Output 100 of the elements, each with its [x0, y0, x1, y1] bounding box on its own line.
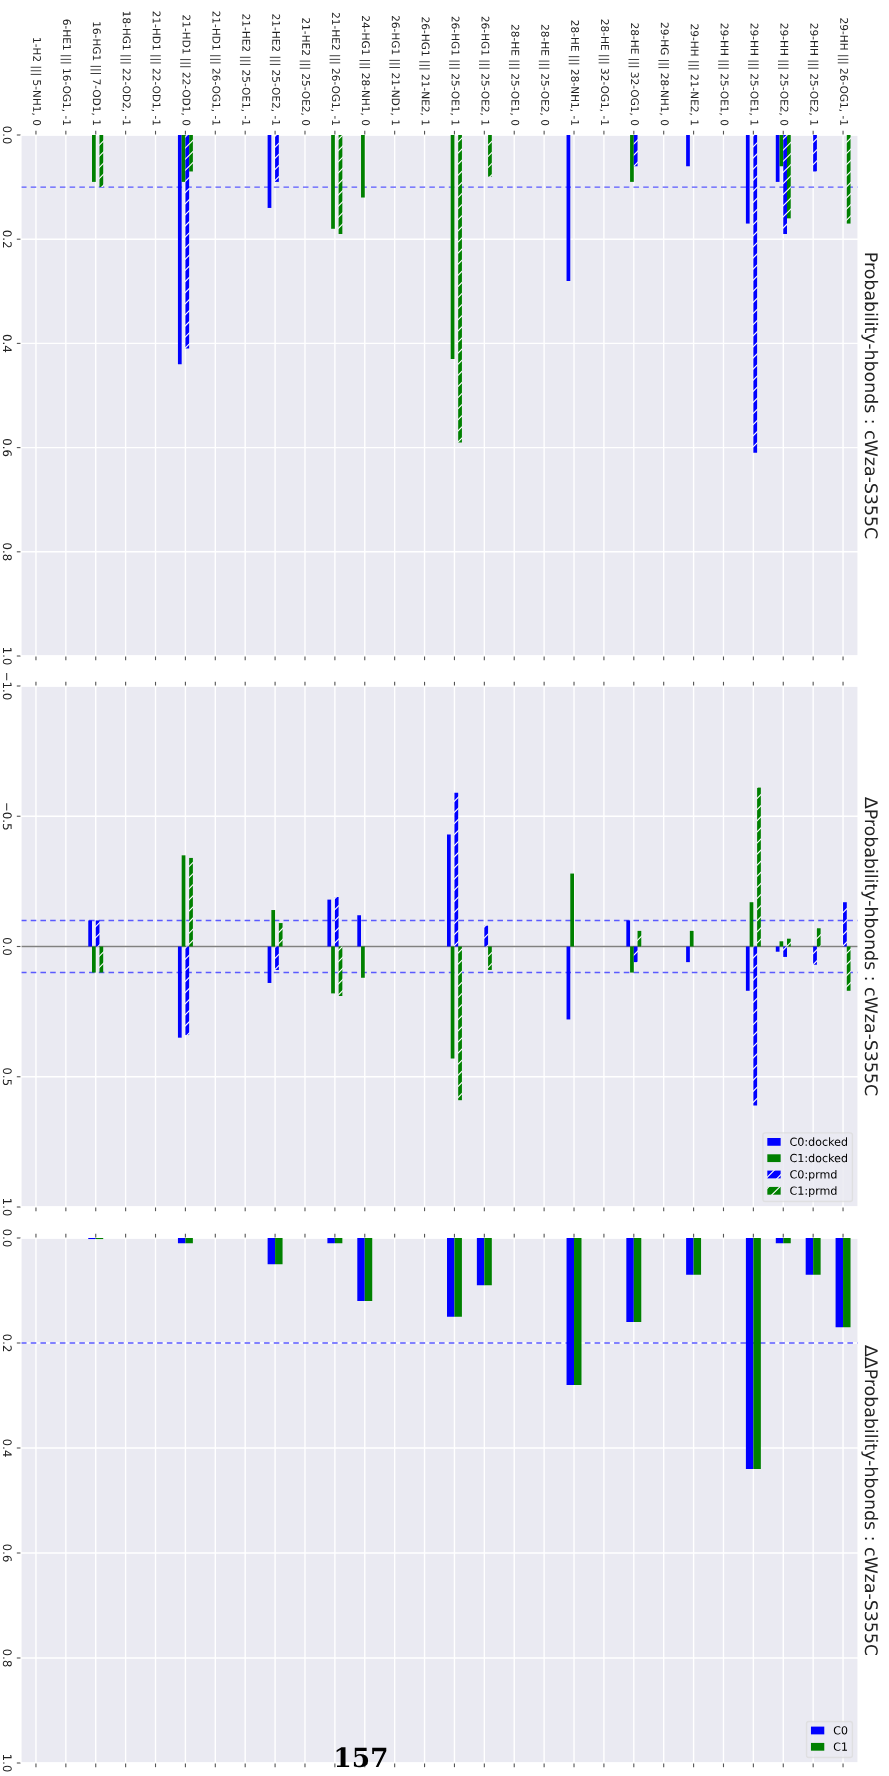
bar: [92, 946, 96, 973]
bar: [574, 1238, 582, 1385]
x-tick-label: 26-HG1 ||| 21-ND1, 1: [389, 15, 400, 125]
bar: [686, 135, 690, 167]
bar: [846, 946, 851, 991]
bar: [185, 135, 190, 349]
bar: [689, 930, 694, 947]
bar: [458, 946, 462, 1101]
x-tick-label: 6-HE1 ||| 16-OG1, -1: [60, 19, 72, 125]
bar: [454, 1238, 462, 1317]
x-tick-label: 1-H2 ||| 5-NH1, 0: [30, 38, 42, 126]
bar: [99, 135, 104, 188]
bar: [686, 946, 690, 963]
annotation: 157: [336, 1747, 387, 1768]
y-tick-label: 1.0: [2, 1198, 12, 1216]
bar: [446, 1238, 455, 1317]
y-tick-label: 0.0: [2, 126, 12, 144]
y-tick-label: 0.0: [2, 1229, 12, 1247]
legend-label: C1: [833, 1742, 847, 1751]
x-tick-label: 21-HE2 ||| 26-OG1, -1: [329, 12, 341, 125]
bar: [357, 1238, 365, 1301]
bar: [189, 135, 193, 172]
bar: [745, 1238, 754, 1469]
bar: [775, 946, 780, 952]
legend-label: C0:prmd: [790, 1169, 837, 1181]
text: ΔΔProbability-hbonds : cWza-S355C: [861, 1345, 879, 1656]
bar: [271, 910, 276, 947]
bar: [775, 1238, 784, 1244]
bar: [693, 1238, 702, 1275]
x-tick-label: 21-HD1 ||| 26-OG1, -1: [210, 11, 221, 125]
bar: [275, 1238, 283, 1265]
bar: [775, 135, 780, 182]
x-tick-label: 24-HG1 ||| 28-NH1, 0: [359, 16, 371, 126]
y-tick-label: 1.0: [2, 647, 12, 665]
y-tick-label: 1.0: [2, 1754, 12, 1772]
bar: [633, 135, 638, 167]
bar: [484, 925, 489, 947]
y-tick-label: −0.5: [2, 803, 12, 830]
bar: [361, 135, 365, 198]
y-tick-label: 0.4: [2, 334, 12, 353]
legend-label: C0:docked: [790, 1137, 847, 1146]
bar: [278, 923, 283, 947]
bar: [92, 135, 96, 182]
bar: [327, 899, 332, 947]
bar: [446, 834, 451, 947]
bar: [686, 1238, 694, 1275]
x-tick-label: 29-HH ||| 25-OE1, 1: [748, 23, 759, 125]
bar: [334, 897, 339, 947]
bar: [275, 135, 279, 182]
bar: [454, 792, 459, 947]
bar: [99, 946, 104, 973]
bar: [753, 135, 758, 453]
bar: [630, 135, 634, 182]
x-tick-label: 18-HG1 ||| 22-OD2, -1: [120, 11, 131, 125]
legend-label: C1:prmd: [790, 1186, 837, 1197]
x-tick-label: 21-HE2 ||| 25-OE2, -1: [269, 14, 281, 125]
bar: [787, 938, 791, 947]
legend-label: C1:docked: [790, 1153, 847, 1163]
y-tick-label: 0.0: [2, 937, 12, 956]
bar: [189, 857, 193, 947]
bar: [327, 1238, 335, 1244]
x-tick-label: 29-HG ||| 28-NH1, 0: [658, 22, 669, 126]
bar: [488, 135, 492, 177]
bar: [779, 941, 784, 947]
bar: [331, 946, 335, 994]
bar: [484, 1238, 492, 1286]
y-tick-label: 0.8: [2, 543, 12, 561]
bar: [275, 946, 279, 970]
bar: [757, 787, 761, 947]
bar: [783, 135, 787, 234]
bar: [357, 915, 362, 947]
y-tick-label: 0.5: [2, 1068, 12, 1086]
bar: [185, 1238, 193, 1244]
x-tick-label: 29-HH ||| 21-NE2, 1: [688, 24, 699, 125]
bar: [835, 1238, 844, 1328]
y-tick-label: 0.2: [2, 1334, 12, 1352]
bar: [626, 1238, 634, 1322]
bar: [783, 946, 787, 957]
y-tick-label: 0.4: [2, 1439, 12, 1457]
x-tick-label: 28-HE ||| 32-OG1, -1: [598, 19, 610, 125]
bar: [846, 135, 851, 224]
x-tick-label: 26-HG1 ||| 25-OE1, 1: [449, 16, 460, 125]
x-tick-label: 29-HH ||| 26-OG1, -1: [837, 18, 849, 125]
bar: [633, 1238, 642, 1322]
bar: [570, 873, 575, 947]
y-tick-label: −1.0: [2, 672, 12, 700]
x-tick-label: 28-HE ||| 25-OE1, 0: [508, 24, 520, 126]
bar: [805, 1238, 814, 1275]
y-tick-label: 0.6: [2, 438, 12, 457]
bar: [331, 135, 335, 229]
x-tick-label: 28-HE ||| 32-OG1, 0: [628, 23, 640, 126]
text: Probability-hbonds : cWza-S355C: [861, 253, 879, 539]
x-tick-label: 29-HH ||| 25-OE2, 0: [777, 23, 789, 126]
x-tick-label: 21-HD1 ||| 22-OD1, 0: [180, 15, 191, 126]
bar: [361, 946, 365, 978]
bar: [334, 1238, 343, 1244]
x-tick-label: 29-HH ||| 25-OE2, 1: [807, 23, 819, 125]
bar: [626, 920, 631, 947]
x-tick-label: 16-HG1 ||| 7-OD1, 1: [90, 22, 102, 125]
bar: [177, 1238, 186, 1244]
